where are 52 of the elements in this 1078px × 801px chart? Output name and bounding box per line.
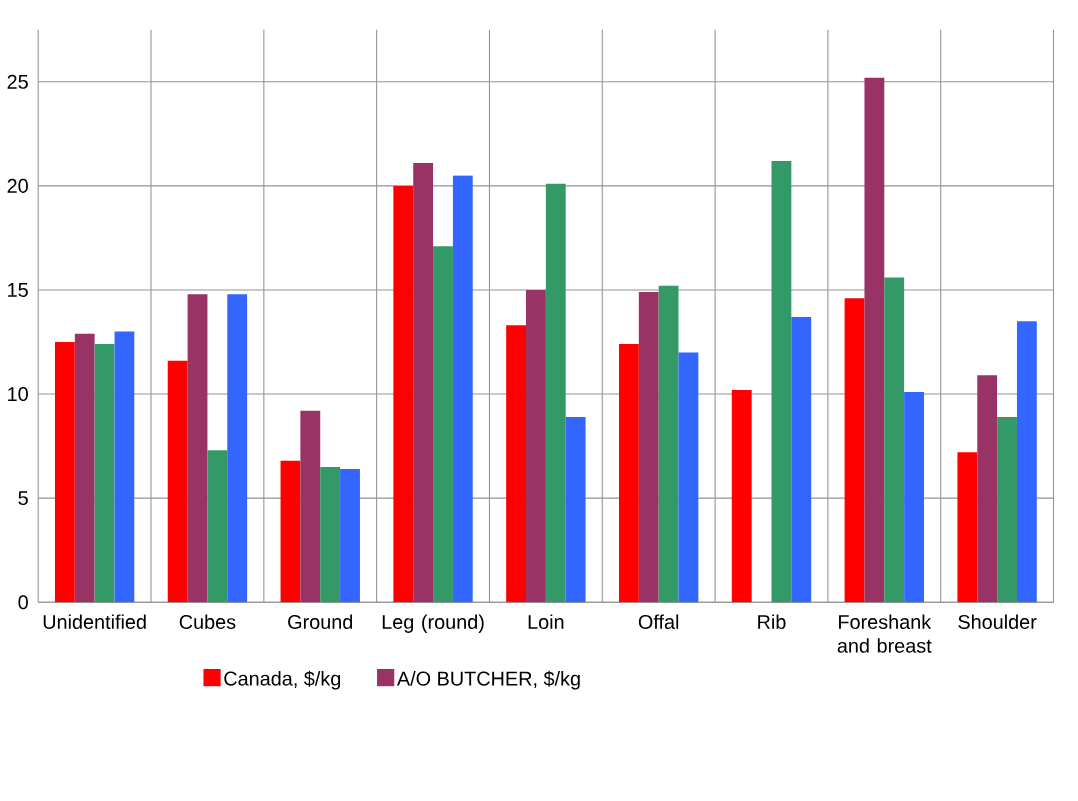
bar — [526, 290, 546, 603]
bar — [545, 183, 566, 603]
bar — [884, 277, 905, 603]
bar — [977, 375, 998, 603]
bar — [1016, 321, 1037, 603]
bar — [618, 344, 639, 603]
bar — [997, 417, 1017, 603]
bar — [413, 163, 434, 603]
bar — [54, 342, 75, 603]
x-tick-label: Unidentified — [43, 614, 146, 630]
bar — [678, 352, 699, 603]
legend-label: Canada, $/kg — [224, 670, 341, 690]
bar — [433, 246, 453, 603]
x-tick-label: Offal — [638, 614, 679, 630]
x-tick-label: Shoulder — [958, 614, 1037, 630]
y-tick-label: 25 — [7, 74, 28, 89]
bar — [771, 161, 792, 603]
bar — [957, 452, 978, 603]
bar — [565, 417, 586, 603]
y-tick-label: 20 — [7, 179, 28, 194]
bar — [638, 292, 659, 603]
bar — [167, 360, 188, 603]
bar — [300, 410, 321, 603]
y-tick-label: 15 — [8, 283, 28, 298]
bar — [94, 344, 115, 603]
legend-label: A/O BUTCHER, $/kg — [396, 670, 580, 690]
bar — [864, 77, 885, 603]
x-tick-label: Leg (round) — [382, 614, 484, 634]
bar — [340, 469, 360, 603]
y-tick-label: 5 — [18, 491, 28, 506]
x-tick-label: Rib — [758, 614, 786, 630]
x-tick-label: Cubes — [179, 614, 236, 630]
bar — [227, 294, 248, 603]
bar — [393, 186, 414, 603]
bar — [114, 331, 135, 603]
y-tick-label: 10 — [8, 387, 28, 402]
bar — [658, 285, 679, 603]
y-tick-label: 0 — [18, 595, 28, 610]
bar — [844, 298, 865, 603]
x-tick-label: Ground — [288, 614, 353, 630]
x-tick-label: Foreshank and breast — [837, 614, 932, 653]
bar — [280, 460, 301, 603]
bar — [904, 392, 924, 603]
bar — [207, 450, 228, 603]
bar — [187, 294, 208, 603]
bar — [74, 333, 95, 603]
bar — [791, 317, 812, 603]
bar — [731, 390, 752, 603]
bar — [506, 325, 527, 603]
bar — [452, 175, 473, 603]
x-tick-label: Loin — [528, 614, 564, 630]
bar — [320, 467, 341, 603]
